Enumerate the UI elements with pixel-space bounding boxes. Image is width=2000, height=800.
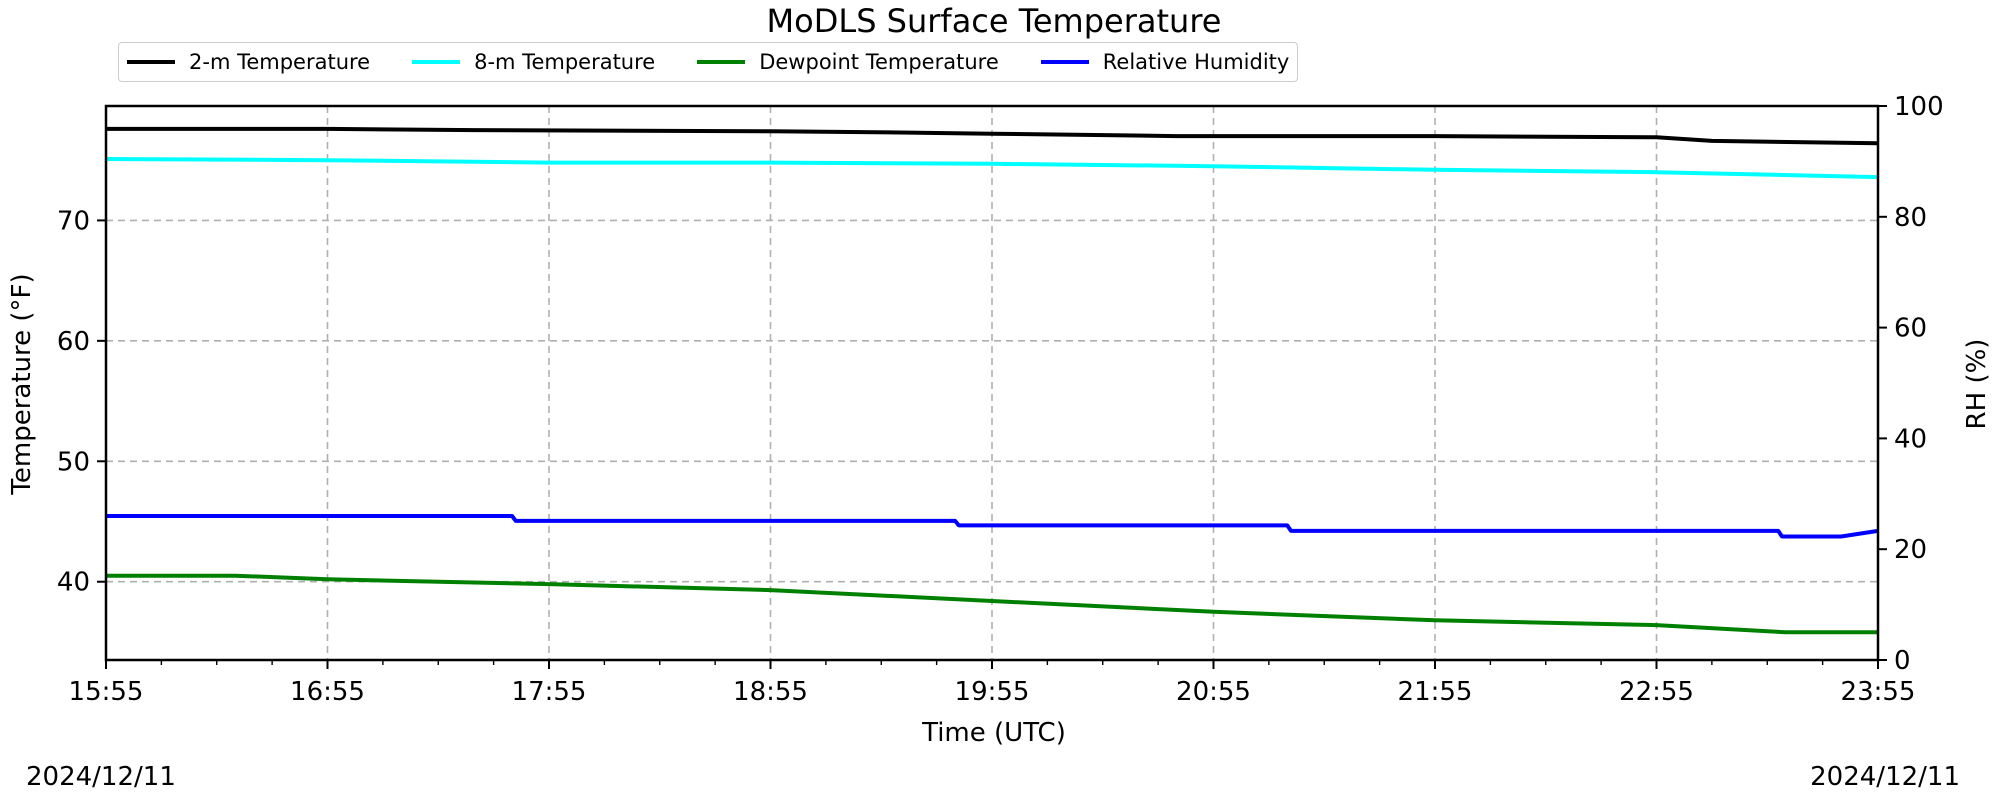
- x-tick-label: 18:55: [733, 677, 808, 707]
- y2-tick-label: 0: [1894, 646, 1911, 676]
- series-2-m-temperature-line: [106, 126, 1879, 146]
- series-layer: [105, 126, 1879, 635]
- chart-legend: 2-m Temperature 8-m Temperature Dewpoint T…: [118, 42, 1299, 82]
- legend-label: Relative Humidity: [1102, 50, 1290, 74]
- x-tick-label: 19:55: [955, 677, 1030, 707]
- x-axis-label: Time (UTC): [921, 718, 1066, 748]
- y2-tick-label: 80: [1894, 203, 1927, 233]
- x-tick-label: 16:55: [290, 677, 365, 707]
- y-tick-label: 50: [57, 447, 90, 477]
- series-8-m-temperature-line: [105, 157, 1879, 180]
- series-relative-humidity-line: [106, 514, 1879, 539]
- legend-swatch: [697, 60, 746, 64]
- legend-label: 2-m Temperature: [189, 50, 371, 74]
- y2-tick-label: 100: [1894, 92, 1944, 122]
- y-tick-label: 40: [57, 568, 90, 598]
- legend-label: Dewpoint Temperature: [759, 50, 999, 74]
- y-tick-label: 60: [57, 327, 90, 357]
- x-tick-label: 15:55: [69, 677, 144, 707]
- series-dewpoint-temperature-line: [106, 573, 1878, 635]
- x-tick-label: 20:55: [1176, 677, 1251, 707]
- legend-label: 8-m Temperature: [474, 50, 656, 74]
- legend-item-8-m-temperature: 8-m Temperature: [412, 50, 655, 74]
- legend-swatch: [127, 60, 175, 64]
- legend-swatch: [412, 60, 461, 64]
- date-left: 2024/12/11: [26, 762, 176, 792]
- legend-item-2-m-temperature: 2-m Temperature: [127, 50, 370, 74]
- x-tick-label: 23:55: [1841, 677, 1916, 707]
- x-tick-label: 22:55: [1619, 677, 1694, 707]
- legend-item-relative-humidity: Relative Humidity: [1040, 50, 1290, 74]
- y2-tick-label: 40: [1894, 424, 1927, 454]
- axes-layer: 15:55 16:55 17:55 18:55 19:55 20:55 21:55 22:55…: [57, 92, 1944, 707]
- y2-axis-label: RH (%): [1962, 339, 1992, 430]
- legend-swatch: [1040, 60, 1089, 64]
- chart-title: MoDLS Surface Temperature: [767, 2, 1222, 40]
- x-tick-label: 21:55: [1398, 677, 1473, 707]
- y2-tick-label: 20: [1894, 535, 1927, 565]
- y-axis-label: Temperature (°F): [7, 273, 37, 495]
- x-tick-label: 17:55: [512, 677, 587, 707]
- y-tick-label: 70: [57, 206, 90, 236]
- grid-lines: [106, 106, 1878, 660]
- y2-tick-label: 60: [1894, 314, 1927, 344]
- legend-item-dewpoint-temperature: Dewpoint Temperature: [697, 50, 999, 74]
- date-right: 2024/12/11: [1810, 762, 1960, 792]
